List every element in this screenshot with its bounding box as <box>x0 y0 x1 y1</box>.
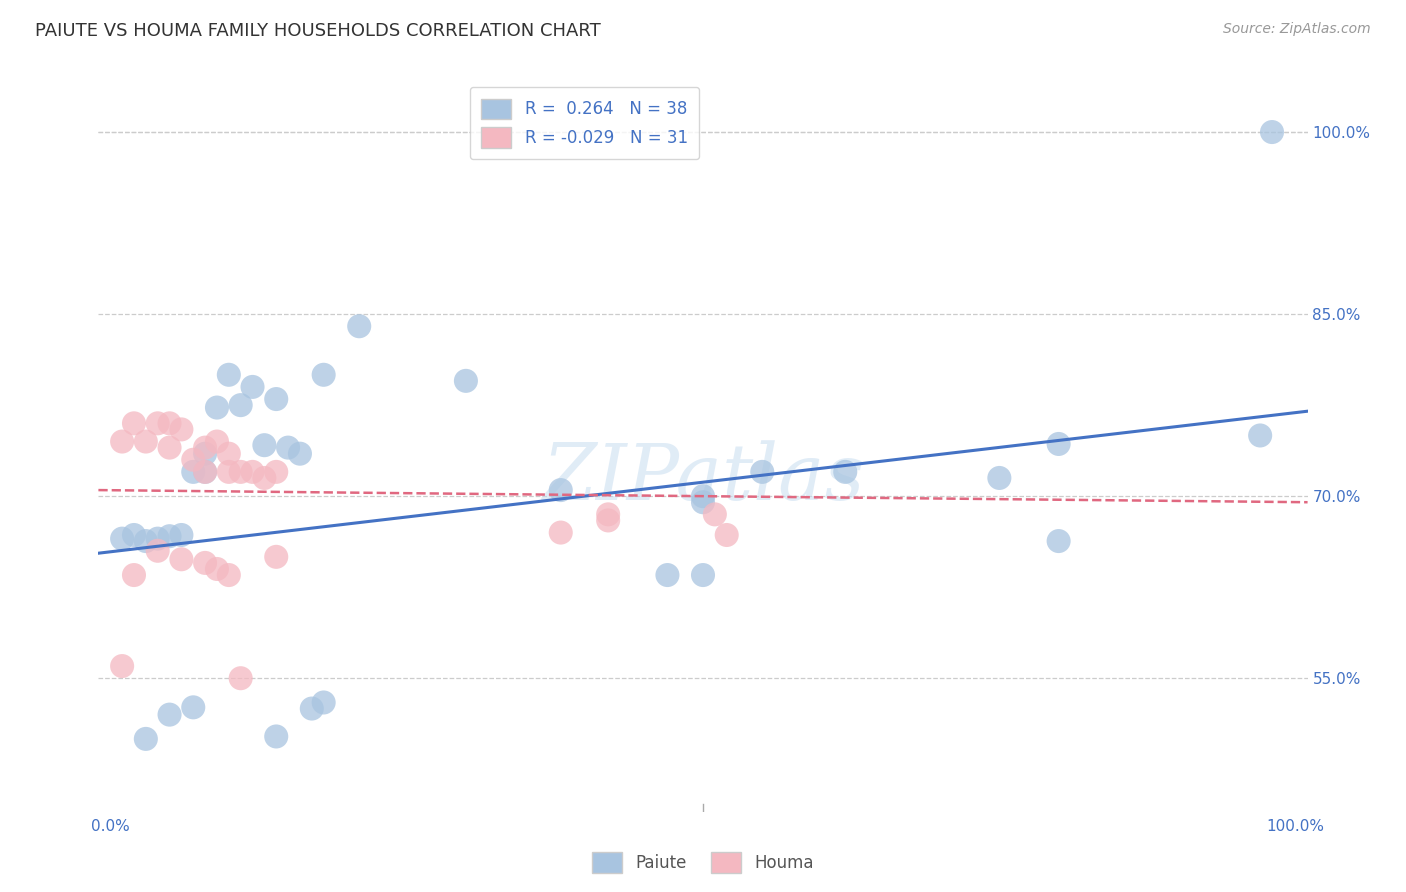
Point <box>277 441 299 455</box>
Legend: R =  0.264   N = 38, R = -0.029   N = 31: R = 0.264 N = 38, R = -0.029 N = 31 <box>470 87 699 160</box>
Point <box>242 380 264 394</box>
Point <box>264 465 287 479</box>
Point <box>194 447 217 461</box>
Point <box>170 528 193 542</box>
Point <box>312 368 335 382</box>
Point <box>181 700 204 714</box>
Point <box>264 392 287 406</box>
Point <box>170 552 193 566</box>
Point <box>347 319 370 334</box>
Point <box>218 465 240 479</box>
Point <box>834 465 856 479</box>
Point <box>170 422 193 436</box>
Point <box>159 417 181 431</box>
Text: ZIPatlas: ZIPatlas <box>541 441 865 516</box>
Point <box>135 731 157 746</box>
Point <box>692 495 714 509</box>
Point <box>111 532 134 546</box>
Point <box>122 417 145 431</box>
Point <box>146 532 169 546</box>
Point <box>218 368 240 382</box>
Point <box>988 471 1011 485</box>
Point <box>194 465 217 479</box>
Point <box>692 489 714 503</box>
Point <box>312 696 335 710</box>
Point <box>229 398 252 412</box>
Point <box>146 543 169 558</box>
Point <box>288 447 311 461</box>
Point <box>229 671 252 685</box>
Legend: Paiute, Houma: Paiute, Houma <box>585 846 821 880</box>
Point <box>716 528 738 542</box>
Point <box>122 528 145 542</box>
Point <box>122 568 145 582</box>
Point <box>194 556 217 570</box>
Point <box>1047 437 1070 451</box>
Point <box>159 707 181 722</box>
Point <box>205 401 228 415</box>
Point <box>205 434 228 449</box>
Point <box>1249 428 1271 442</box>
Point <box>146 417 169 431</box>
Point <box>111 434 134 449</box>
Point <box>301 701 323 715</box>
Text: PAIUTE VS HOUMA FAMILY HOUSEHOLDS CORRELATION CHART: PAIUTE VS HOUMA FAMILY HOUSEHOLDS CORREL… <box>35 22 600 40</box>
Point <box>194 465 217 479</box>
Point <box>550 525 572 540</box>
Point <box>550 483 572 497</box>
Point <box>703 508 725 522</box>
Point <box>1261 125 1284 139</box>
Point <box>692 568 714 582</box>
Point <box>751 465 773 479</box>
Point <box>657 568 679 582</box>
Point <box>264 549 287 564</box>
Point <box>135 434 157 449</box>
Point <box>159 529 181 543</box>
Point <box>218 447 240 461</box>
Point <box>181 452 204 467</box>
Point <box>218 568 240 582</box>
Point <box>135 534 157 549</box>
Point <box>111 659 134 673</box>
Point <box>229 465 252 479</box>
Point <box>181 465 204 479</box>
Point <box>205 562 228 576</box>
Point <box>253 438 276 452</box>
Point <box>264 730 287 744</box>
Point <box>598 508 620 522</box>
Point <box>253 471 276 485</box>
Point <box>454 374 477 388</box>
Point <box>194 441 217 455</box>
Point <box>242 465 264 479</box>
Point <box>159 441 181 455</box>
Point <box>1047 534 1070 549</box>
Text: Source: ZipAtlas.com: Source: ZipAtlas.com <box>1223 22 1371 37</box>
Point <box>598 513 620 527</box>
